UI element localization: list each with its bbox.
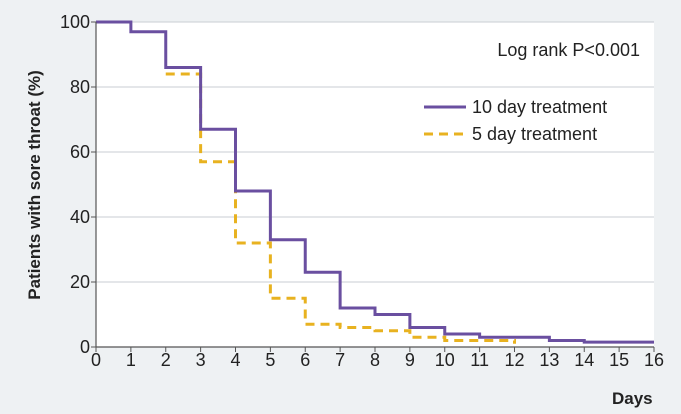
x-tick-label-7: 7 [335,350,345,370]
y-tick-label-4: 80 [70,77,90,97]
y-tick-label-5: 100 [60,12,90,32]
x-axis-title: Days [612,389,653,408]
x-tick-label-8: 8 [370,350,380,370]
x-tick-label-2: 2 [161,350,171,370]
series-0-step-line [96,20,654,344]
legend-label-5-day: 5 day treatment [472,124,597,144]
y-axis-title: Patients with sore throat (%) [25,70,44,300]
x-tick-label-4: 4 [230,350,240,370]
legend-label-10-day: 10 day treatment [472,97,607,117]
legend: 10 day treatment 5 day treatment [424,97,607,144]
x-tick-label-1: 1 [126,350,136,370]
y-tick-labels: 0 20 40 60 80 100 [60,12,90,357]
axes [91,21,655,352]
x-tick-label-12: 12 [504,350,524,370]
x-tick-label-11: 11 [470,350,489,370]
series-layer [96,20,654,344]
x-tick-label-14: 14 [574,350,594,370]
x-tick-labels: 0 1 2 3 4 5 6 7 8 9 10 11 12 13 14 15 16 [91,350,664,370]
x-tick-label-0: 0 [91,350,101,370]
x-tick-label-10: 10 [435,350,455,370]
x-tick-label-6: 6 [300,350,310,370]
x-tick-label-3: 3 [196,350,206,370]
y-tick-label-0: 0 [80,337,90,357]
plot-background [96,22,654,347]
y-tick-label-2: 40 [70,207,90,227]
x-tick-label-15: 15 [609,350,629,370]
y-tick-label-3: 60 [70,142,90,162]
x-tick-label-9: 9 [405,350,415,370]
x-tick-label-13: 13 [539,350,559,370]
x-tick-label-5: 5 [265,350,275,370]
y-tick-label-1: 20 [70,272,90,292]
log-rank-annotation: Log rank P<0.001 [497,40,640,60]
x-tick-label-16: 16 [644,350,664,370]
